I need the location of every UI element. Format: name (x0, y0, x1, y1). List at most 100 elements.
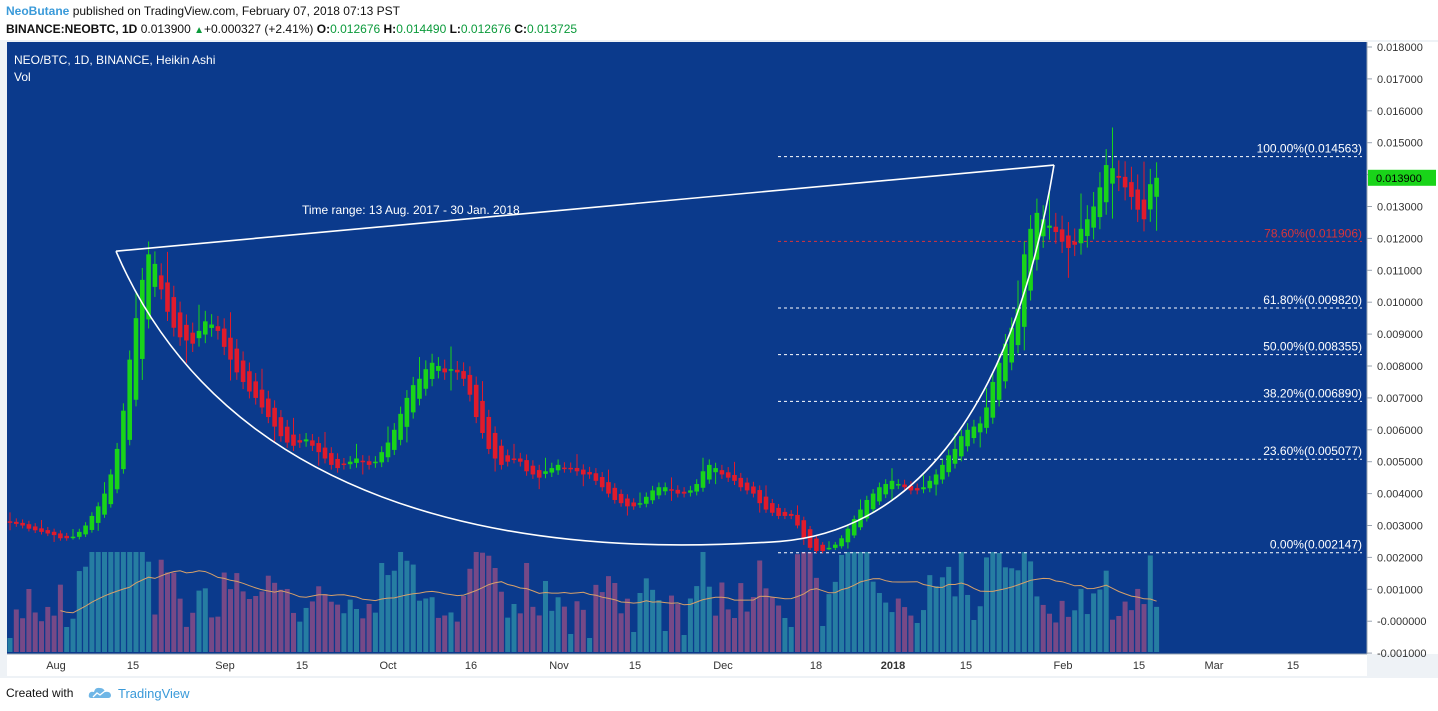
volume-bar (858, 552, 863, 652)
high-value: 0.014490 (396, 22, 447, 36)
candle-body (366, 461, 372, 465)
candle-body (14, 521, 19, 524)
author-link[interactable]: NeoButane (6, 4, 70, 18)
volume-bar (265, 575, 271, 652)
volume-bar (914, 623, 920, 652)
candle-body (190, 332, 195, 344)
volume-bar (902, 607, 908, 652)
cup-curve[interactable] (115, 164, 1055, 546)
volume-bar (965, 594, 971, 652)
volume-bar (139, 552, 145, 652)
volume-bar (845, 552, 851, 652)
volume-bar (631, 632, 637, 652)
volume-bar (1084, 614, 1090, 652)
volume-bar (366, 604, 372, 652)
candle-body (127, 359, 132, 440)
volume-bar (1059, 600, 1065, 652)
candle-body (1091, 206, 1096, 228)
tradingview-link[interactable]: TradingView (118, 686, 190, 701)
price-chart[interactable]: 100.00%(0.014563) 78.60%(0.011906) 61.80%(… (0, 40, 1438, 678)
candle-body (1034, 212, 1040, 260)
volume-ma-line (60, 570, 1157, 614)
volume-bar (26, 589, 32, 652)
volume-bar (971, 620, 977, 652)
tradingview-cloud-icon[interactable] (88, 686, 112, 700)
candle-body (228, 337, 233, 360)
volume-bar (536, 615, 542, 652)
candle-body (152, 263, 158, 287)
candle-body (851, 519, 857, 536)
volume-bar (933, 586, 939, 652)
volume-bar (480, 552, 485, 652)
last-price-label: 0.013900 (1376, 173, 1422, 185)
candle-body (669, 489, 674, 491)
chart-legend-title: NEO/BTC, 1D, BINANCE, Heikin Ashi (14, 53, 215, 67)
volume-bar (958, 552, 964, 652)
candle-body (272, 407, 277, 427)
candle-body (253, 381, 258, 398)
candle-body (486, 416, 492, 449)
candle-body (524, 460, 529, 472)
candle-body (744, 482, 750, 491)
volume-bar (454, 621, 460, 652)
volume-bar (1065, 616, 1071, 652)
price-tick-label: 0.007000 (1377, 393, 1423, 405)
candle-body (574, 467, 580, 472)
price-tick-label: 0.005000 (1377, 457, 1423, 469)
volume-bar (240, 591, 246, 652)
price-tick-label: -0.000000 (1377, 616, 1427, 628)
candle-body (492, 432, 498, 459)
candle-body (889, 480, 895, 490)
candle-body (20, 522, 25, 526)
candle-body (637, 503, 643, 505)
candle-body (581, 469, 586, 475)
candle-body (1085, 219, 1090, 237)
candle-body (209, 324, 214, 328)
candle-body (694, 484, 699, 492)
candle-body (404, 397, 410, 427)
candle-body (64, 535, 69, 539)
candle-body (303, 439, 309, 442)
volume-bar (939, 577, 945, 652)
volume-bar (127, 552, 133, 652)
time-range-annotation: Time range: 13 Aug. 2017 - 30 Jan. 2018 (302, 203, 520, 217)
candle-body (732, 474, 737, 481)
volume-bar (328, 601, 334, 652)
ohlc-line: BINANCE:NEOBTC, 1D 0.013900 ▲+0.000327 (… (6, 22, 577, 36)
candle-body (360, 460, 366, 463)
published-text: published on TradingView.com, February 0… (72, 4, 401, 18)
volume-bar (146, 561, 152, 652)
volume-bar (612, 583, 618, 652)
candle-body (1015, 308, 1021, 346)
price-tick-label: 0.009000 (1377, 329, 1423, 341)
volume-bar (1028, 561, 1034, 652)
candle-body (814, 538, 819, 552)
plot-area[interactable] (7, 42, 1367, 654)
volume-bar (580, 609, 586, 652)
price-axis[interactable] (1367, 42, 1438, 654)
trendline[interactable] (115, 164, 1055, 252)
volume-bar (1021, 552, 1027, 652)
candle-body (329, 453, 334, 465)
candle-body (996, 362, 1002, 400)
candle-body (354, 458, 359, 463)
volume-bar (1110, 619, 1115, 652)
candle-body (461, 371, 466, 379)
volume-bar (13, 609, 19, 652)
candle-body (70, 536, 76, 539)
candle-body (284, 426, 290, 443)
time-tick-label: 16 (465, 660, 477, 672)
fib-level-label: 38.20%(0.006890) (1263, 386, 1362, 400)
candle-body (89, 515, 95, 530)
time-tick-label: Dec (713, 660, 733, 672)
candle-body (776, 507, 781, 516)
volume-bar (1147, 555, 1153, 652)
candle-body (379, 452, 384, 463)
candle-body (770, 503, 775, 513)
volume-bar (946, 566, 952, 652)
time-axis[interactable] (7, 654, 1367, 676)
price-tick-label: 0.010000 (1377, 297, 1423, 309)
price-tick-label: 0.012000 (1377, 233, 1423, 245)
volume-bar (524, 563, 530, 652)
volume-bar (177, 598, 183, 652)
